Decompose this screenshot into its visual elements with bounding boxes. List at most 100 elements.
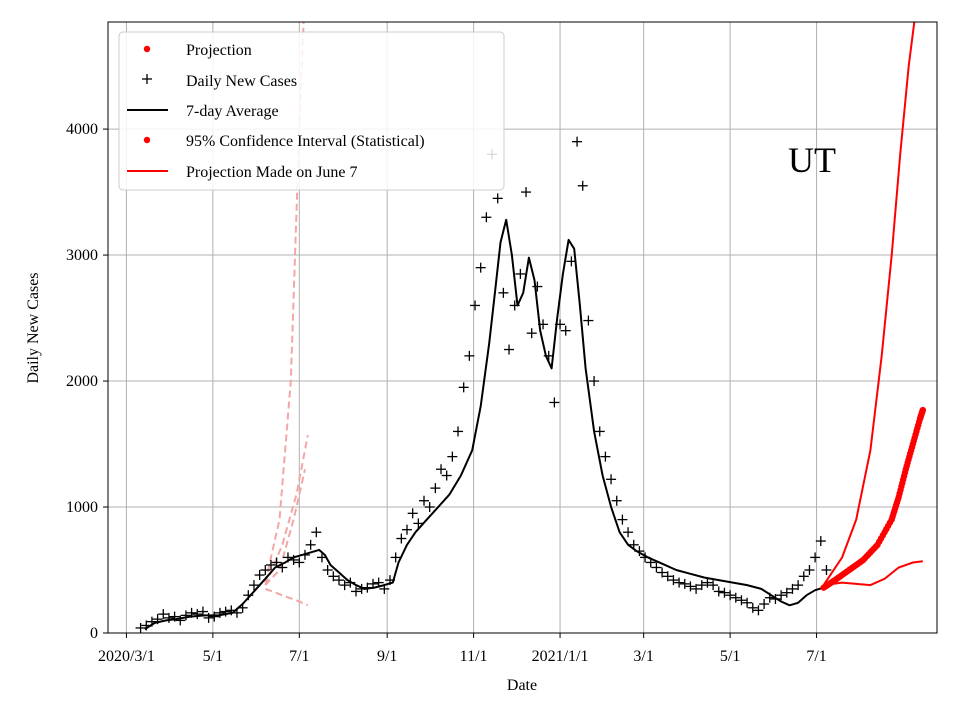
y-tick-label: 1000 [66, 499, 98, 516]
legend-ci-marker [143, 136, 151, 144]
ci-lower-line [823, 560, 923, 587]
daily-case-marker [158, 609, 169, 620]
daily-case-marker [804, 565, 815, 576]
daily-case-marker [583, 315, 594, 326]
daily-case-marker [532, 281, 543, 292]
daily-case-marker [713, 586, 724, 597]
daily-case-marker [498, 287, 509, 298]
legend-ci-label: 95% Confidence Interval (Statistical) [186, 133, 425, 150]
daily-case-marker [470, 300, 481, 311]
daily-case-marker [453, 426, 464, 437]
daily-case-marker [475, 262, 486, 273]
daily-case-marker [515, 268, 526, 279]
daily-case-marker [481, 212, 492, 223]
daily-case-marker [322, 565, 333, 576]
old-projection-line [264, 22, 305, 583]
ci-upper-line [822, 22, 916, 586]
daily-case-marker [209, 611, 220, 622]
state-label: UT [788, 140, 836, 180]
daily-case-marker [589, 376, 600, 387]
daily-case-marker [260, 565, 271, 576]
x-tick-label: 9/1 [377, 648, 397, 665]
y-tick-label: 2000 [66, 373, 98, 390]
daily-case-marker [333, 575, 344, 586]
daily-case-marker [350, 586, 361, 597]
daily-case-marker [696, 580, 707, 591]
x-axis-label: Date [507, 677, 537, 694]
daily-case-marker [606, 474, 617, 485]
plot-area [135, 22, 927, 633]
old-projection-line [264, 468, 306, 586]
daily-case-marker [611, 495, 622, 506]
legend-projection-label: Projection [186, 42, 252, 59]
daily-case-marker [311, 527, 322, 538]
daily-case-marker [214, 607, 225, 618]
daily-case-marker [572, 136, 583, 147]
x-tick-label: 7/1 [806, 648, 826, 665]
daily-case-marker [436, 464, 447, 475]
daily-case-marker [702, 577, 713, 588]
daily-case-marker [798, 571, 809, 582]
x-tick-label: 2020/3/1 [98, 648, 155, 665]
daily-case-marker [294, 557, 305, 568]
axis-ticks: 2020/3/1 5/1 7/1 9/1 11/1 2021/1/1 3/1 5/1 7/1 0 1… [66, 121, 827, 665]
daily-case-marker [708, 580, 719, 591]
daily-case-marker [742, 597, 753, 608]
daily-case-marker [254, 570, 265, 581]
daily-case-marker [787, 583, 798, 594]
daily-case-marker [419, 495, 430, 506]
daily-case-marker [736, 595, 747, 606]
daily-case-marker [623, 527, 634, 538]
daily-case-marker [413, 518, 424, 529]
daily-case-marker [617, 514, 628, 525]
daily-case-marker [594, 426, 605, 437]
daily-case-marker [203, 612, 214, 623]
daily-case-marker [163, 612, 174, 623]
daily-case-marker [447, 451, 458, 462]
daily-case-marker [549, 397, 560, 408]
daily-case-marker [396, 533, 407, 544]
daily-case-marker [776, 590, 787, 601]
daily-case-marker [685, 581, 696, 592]
daily-case-marker [339, 580, 350, 591]
daily-case-marker [328, 571, 339, 582]
x-tick-label: 7/1 [289, 648, 309, 665]
legend-old-projection-label: Projection Made on June 7 [186, 164, 358, 181]
daily-case-marker [668, 575, 679, 586]
old-projection-line [264, 435, 309, 586]
x-tick-label: 11/1 [460, 648, 488, 665]
daily-case-marker [265, 559, 276, 570]
y-tick-label: 4000 [66, 121, 98, 138]
daily-case-marker [781, 587, 792, 598]
daily-case-marker [135, 622, 146, 633]
old-projection-line [264, 587, 309, 607]
legend-daily-label: Daily New Cases [186, 73, 297, 90]
daily-case-marker [560, 325, 571, 336]
daily-case-marker [759, 599, 770, 610]
x-tick-label: 3/1 [633, 648, 653, 665]
plot-frame [107, 21, 938, 634]
daily-case-marker [407, 508, 418, 519]
daily-case-marker [600, 451, 611, 462]
daily-case-marker [651, 562, 662, 573]
daily-case-marker [248, 580, 259, 591]
legend-average-label: 7-day Average [186, 103, 279, 120]
daily-case-marker [793, 580, 804, 591]
daily-case-marker [730, 592, 741, 603]
daily-case-marker [657, 567, 668, 578]
daily-case-marker [577, 180, 588, 191]
x-tick-label: 5/1 [720, 648, 740, 665]
daily-case-marker [402, 524, 413, 535]
daily-case-marker [521, 187, 532, 198]
daily-case-marker [679, 578, 690, 589]
daily-case-marker [492, 193, 503, 204]
daily-case-marker [441, 470, 452, 481]
daily-case-marker [390, 552, 401, 563]
daily-case-marker [725, 590, 736, 601]
daily-case-marker [180, 610, 191, 621]
x-tick-label: 2021/1/1 [532, 648, 589, 665]
daily-case-marker [753, 605, 764, 616]
daily-case-marker [305, 539, 316, 550]
x-tick-label: 5/1 [203, 648, 223, 665]
